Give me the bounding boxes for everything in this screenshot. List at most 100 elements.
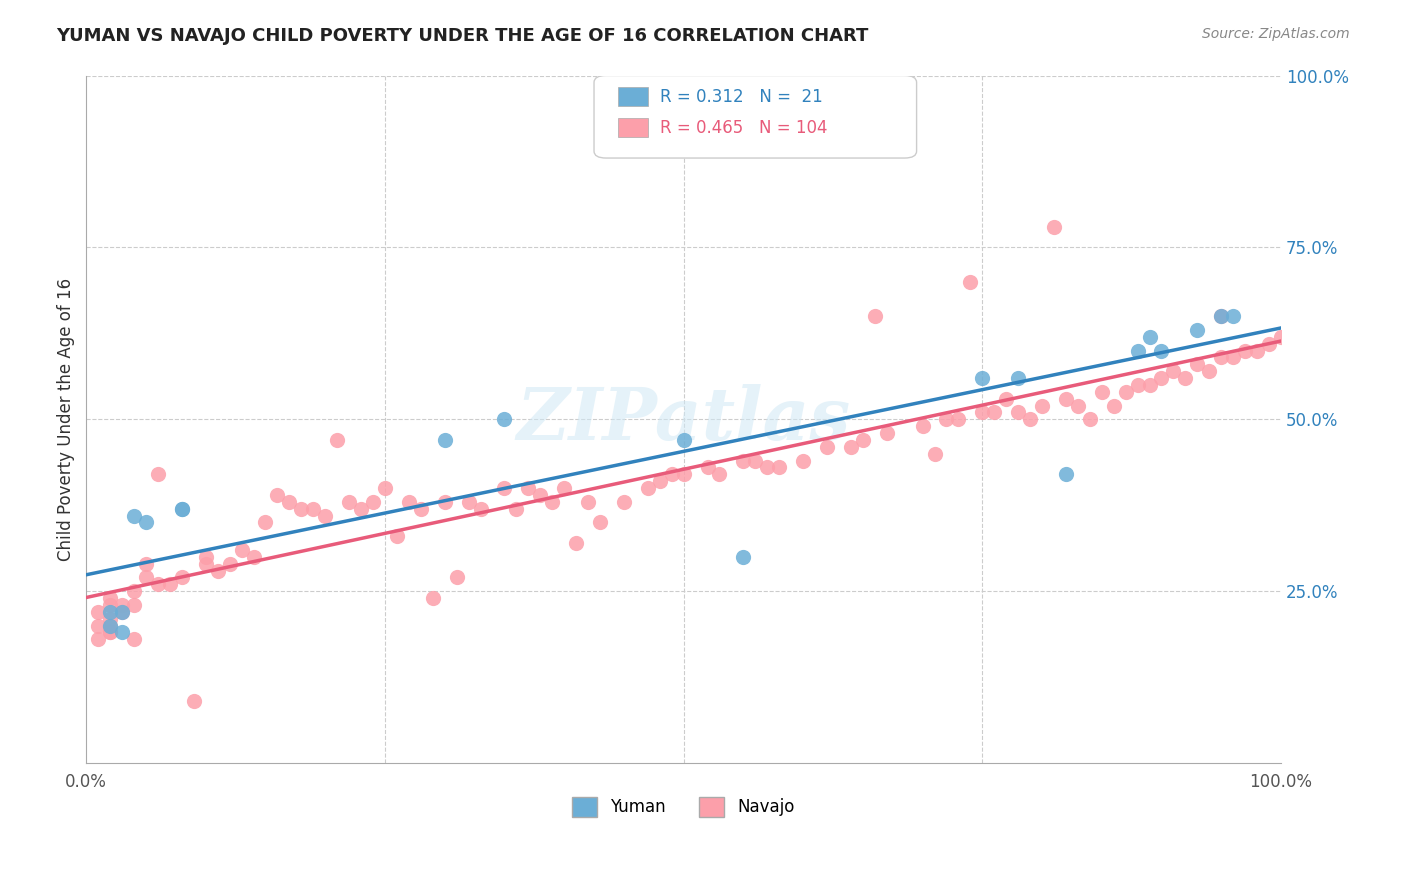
Point: [361, 495, 384, 509]
Point: [935, 412, 957, 426]
Text: R = 0.465   N = 104: R = 0.465 N = 104: [659, 119, 827, 136]
Point: [1187, 323, 1209, 337]
Point: [1054, 467, 1077, 482]
Point: [111, 605, 134, 619]
Text: Source: ZipAtlas.com: Source: ZipAtlas.com: [1202, 27, 1350, 41]
Point: [1115, 384, 1137, 399]
Point: [494, 481, 516, 495]
Point: [98, 625, 121, 640]
Point: [1211, 351, 1233, 365]
Point: [98, 591, 121, 606]
Point: [1270, 330, 1292, 344]
Point: [733, 549, 755, 564]
Point: [111, 625, 134, 640]
Point: [350, 501, 373, 516]
Point: [122, 584, 145, 599]
Point: [122, 508, 145, 523]
Point: [1211, 309, 1233, 323]
Point: [290, 501, 312, 516]
Point: [733, 453, 755, 467]
Point: [1174, 371, 1197, 385]
Point: [194, 557, 217, 571]
Point: [589, 516, 612, 530]
Point: [983, 405, 1005, 419]
Point: [146, 577, 169, 591]
Point: [1222, 309, 1244, 323]
Text: ZIPatlas: ZIPatlas: [516, 384, 851, 455]
Point: [1043, 219, 1066, 234]
Point: [433, 433, 456, 447]
Point: [517, 481, 540, 495]
Point: [326, 433, 349, 447]
Legend: Yuman, Navajo: Yuman, Navajo: [565, 790, 801, 823]
Point: [924, 447, 946, 461]
Point: [756, 460, 779, 475]
Point: [314, 508, 336, 523]
Point: [839, 440, 862, 454]
Y-axis label: Child Poverty Under the Age of 16: Child Poverty Under the Age of 16: [58, 277, 75, 561]
Point: [122, 598, 145, 612]
Point: [505, 501, 527, 516]
Point: [995, 392, 1018, 406]
Point: [959, 275, 981, 289]
Point: [1234, 343, 1257, 358]
Point: [613, 495, 636, 509]
Point: [135, 516, 157, 530]
Point: [254, 516, 277, 530]
Text: YUMAN VS NAVAJO CHILD POVERTY UNDER THE AGE OF 16 CORRELATION CHART: YUMAN VS NAVAJO CHILD POVERTY UNDER THE …: [56, 27, 869, 45]
Point: [1198, 364, 1220, 378]
Point: [194, 549, 217, 564]
Point: [98, 598, 121, 612]
Point: [446, 570, 468, 584]
Point: [231, 543, 253, 558]
Text: R = 0.312   N =  21: R = 0.312 N = 21: [659, 87, 823, 106]
Point: [1031, 399, 1053, 413]
Point: [242, 549, 264, 564]
Point: [207, 564, 229, 578]
Point: [385, 529, 408, 543]
Point: [98, 618, 121, 632]
Point: [744, 453, 766, 467]
Point: [135, 570, 157, 584]
FancyBboxPatch shape: [593, 76, 917, 158]
Point: [159, 577, 181, 591]
Point: [815, 440, 838, 454]
Point: [1126, 378, 1149, 392]
Point: [661, 467, 683, 482]
Point: [672, 467, 695, 482]
Point: [87, 632, 110, 647]
Point: [98, 625, 121, 640]
Point: [111, 598, 134, 612]
Point: [696, 460, 718, 475]
Point: [576, 495, 599, 509]
Point: [409, 501, 432, 516]
Point: [972, 371, 994, 385]
Point: [541, 495, 564, 509]
Point: [553, 481, 575, 495]
Point: [529, 488, 551, 502]
Point: [98, 618, 121, 632]
Point: [1054, 392, 1077, 406]
Point: [1091, 384, 1114, 399]
Point: [948, 412, 970, 426]
Point: [170, 501, 193, 516]
Point: [911, 419, 934, 434]
Point: [98, 605, 121, 619]
Point: [1126, 343, 1149, 358]
FancyBboxPatch shape: [617, 118, 648, 137]
Point: [1067, 399, 1090, 413]
Point: [1150, 343, 1173, 358]
Point: [1211, 309, 1233, 323]
Point: [1007, 405, 1029, 419]
Point: [122, 632, 145, 647]
Point: [374, 481, 396, 495]
Point: [146, 467, 169, 482]
Point: [792, 453, 814, 467]
Point: [398, 495, 420, 509]
Point: [1007, 371, 1029, 385]
Point: [1187, 357, 1209, 371]
Point: [876, 426, 898, 441]
Point: [852, 433, 875, 447]
Point: [1163, 364, 1185, 378]
Point: [183, 694, 205, 708]
